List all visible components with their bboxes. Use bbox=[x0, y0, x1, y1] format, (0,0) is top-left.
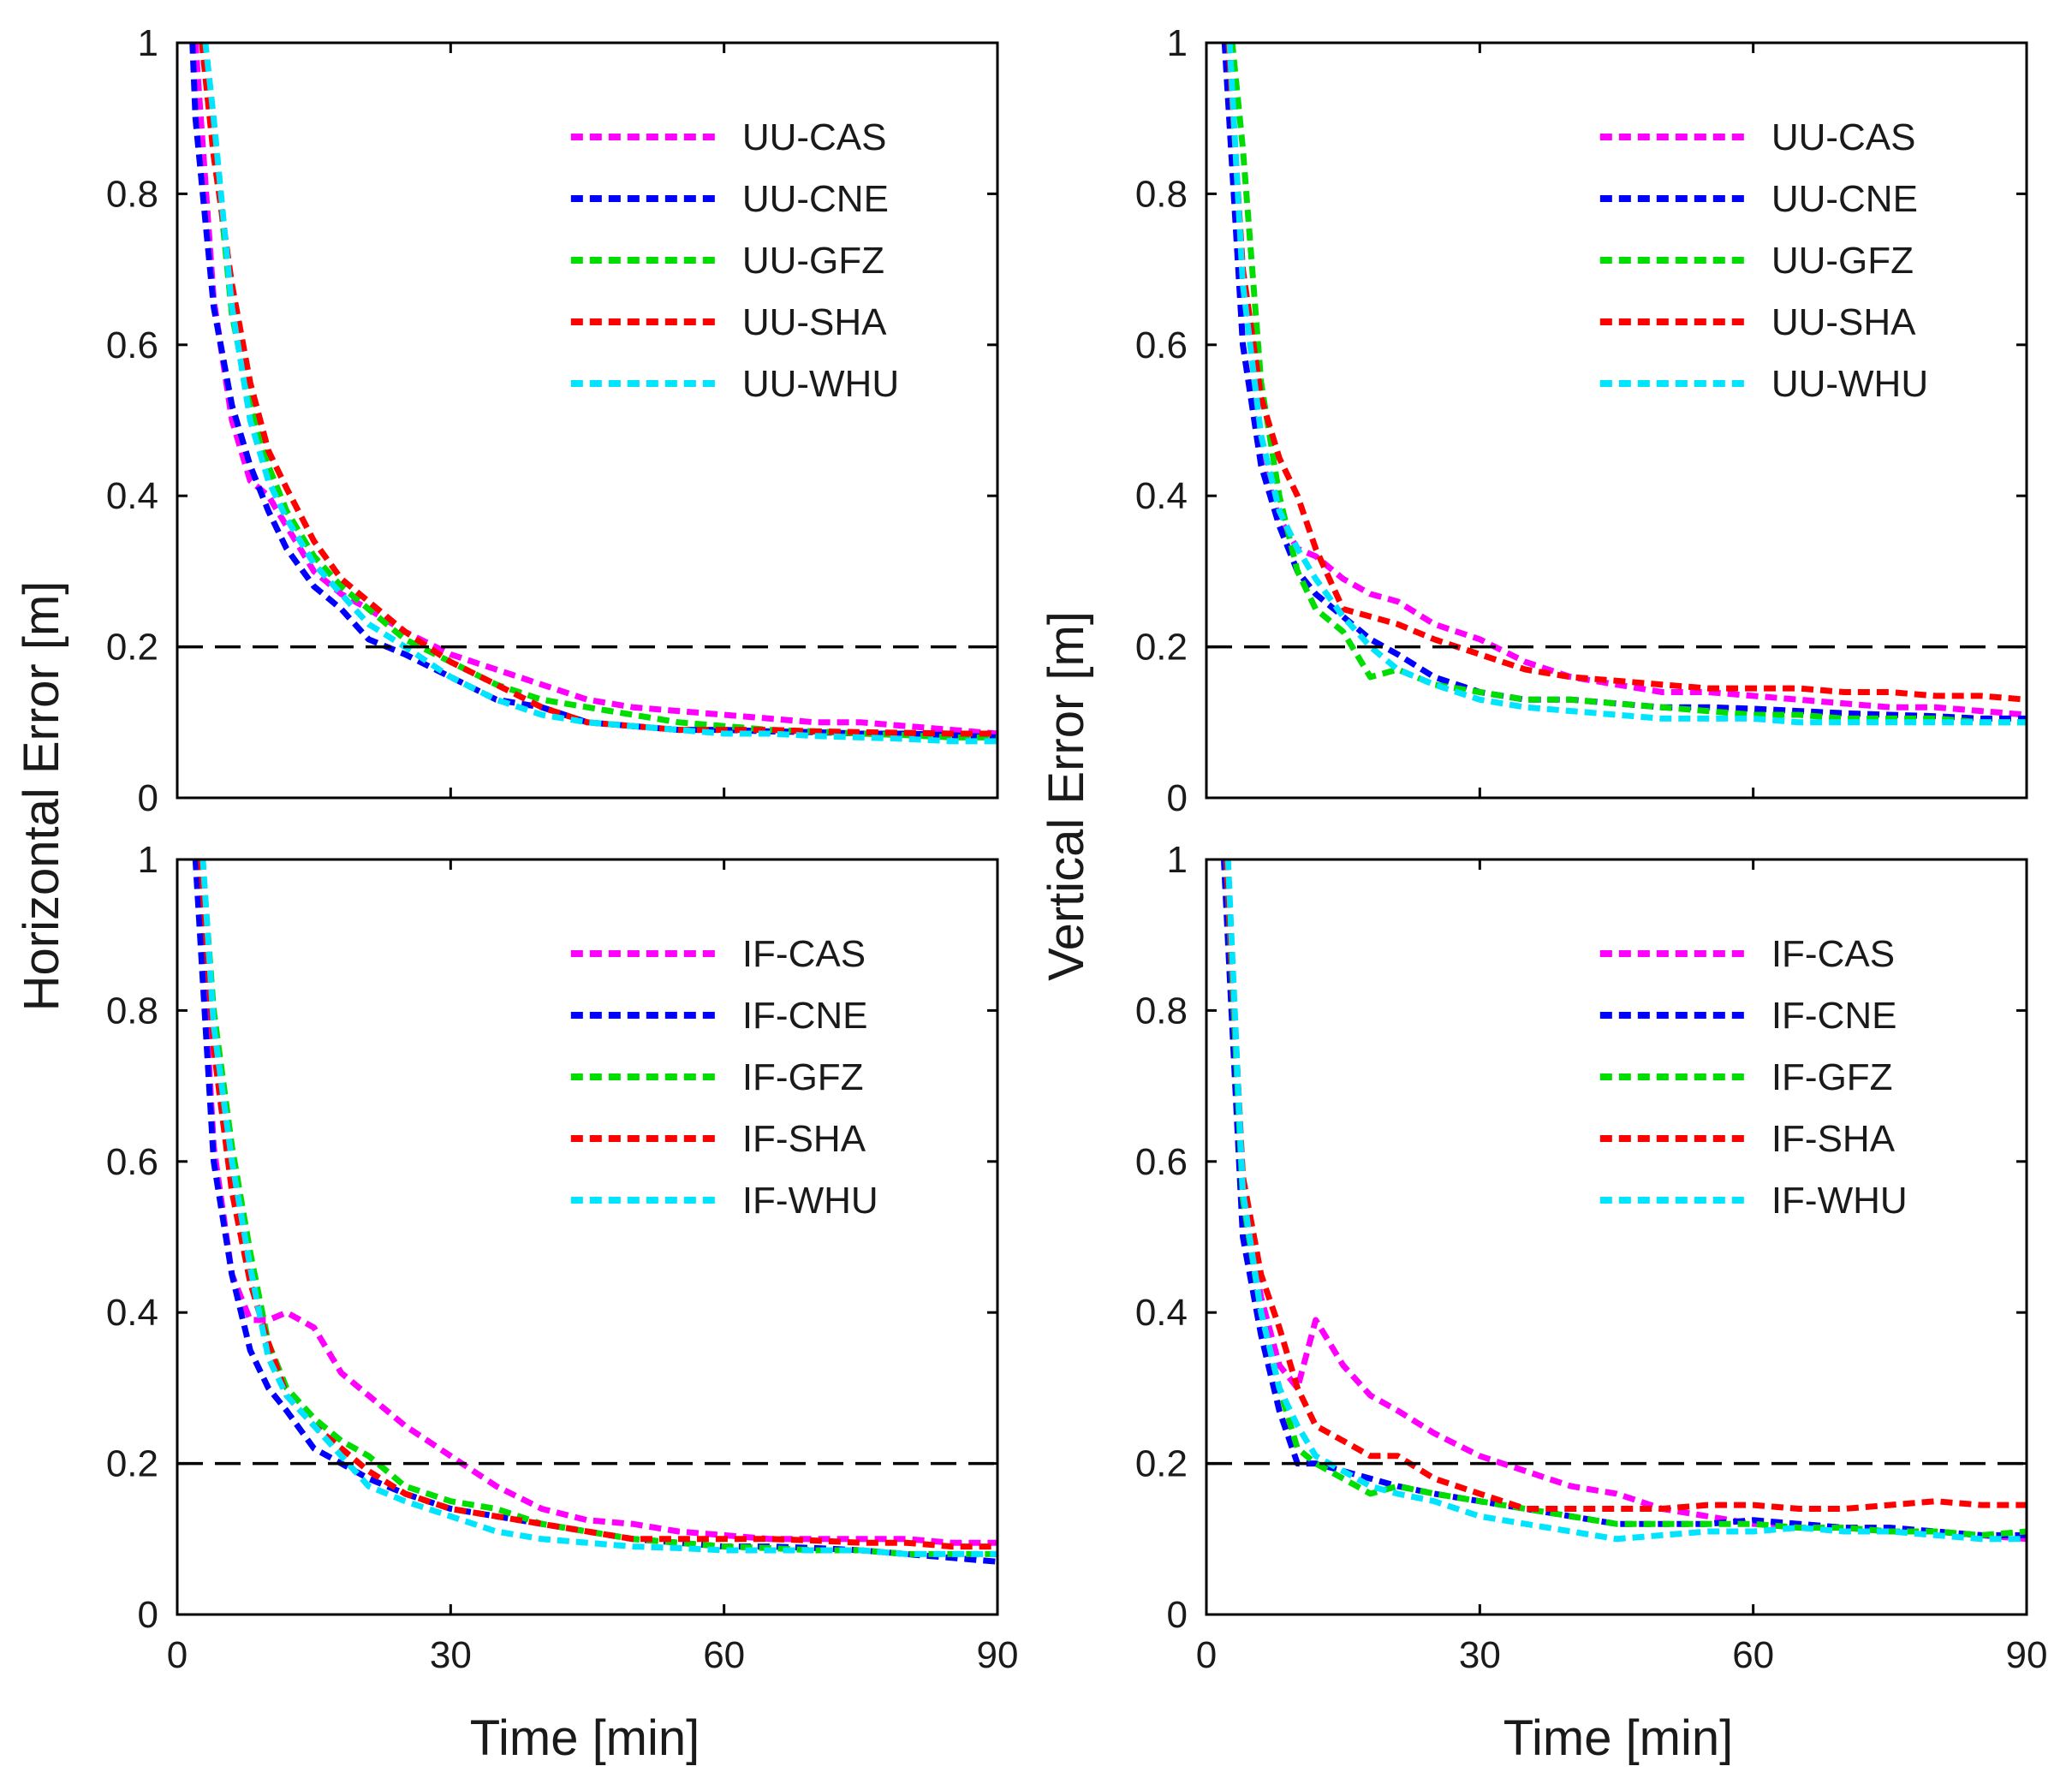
legend-label-if-sha: IF-SHA bbox=[1771, 1118, 1896, 1160]
series-line-if-whu bbox=[1224, 859, 2027, 1543]
panel-bottom-right: 00.20.40.60.810 30 60 90IF-CASIF-CNEIF-GFZI… bbox=[1135, 839, 2048, 1676]
y-tick-label: 1 bbox=[138, 839, 158, 881]
legend-label-uu-gfz: UU-GFZ bbox=[1771, 240, 1914, 282]
y-tick-label: 0.8 bbox=[106, 990, 158, 1032]
legend-label-if-gfz: IF-GFZ bbox=[742, 1056, 864, 1098]
x-tick-label: 60 bbox=[1732, 1634, 1774, 1676]
y-tick-label: 0.8 bbox=[106, 173, 158, 215]
x-tick-label: 30 bbox=[430, 1634, 472, 1676]
y-tick-label: 0 bbox=[138, 777, 158, 819]
y-tick-label: 0 bbox=[1167, 1594, 1188, 1636]
x-tick-label: 0 bbox=[1196, 1634, 1217, 1676]
series-line-uu-cas bbox=[192, 43, 997, 737]
series-line-uu-gfz bbox=[1229, 43, 2027, 726]
y-tick-label: 0 bbox=[1167, 777, 1188, 819]
legend-label-uu-cas: UU-CAS bbox=[742, 116, 887, 158]
panel-top-right: 00.20.40.60.81UU-CASUU-CNEUU-GFZUU-SHAUU… bbox=[1135, 22, 2028, 819]
series-group bbox=[192, 859, 997, 1565]
y-tick-label: 0.4 bbox=[1135, 475, 1188, 517]
y-tick-label: 0.4 bbox=[106, 475, 158, 517]
x-tick-label: 30 bbox=[1459, 1634, 1501, 1676]
legend: UU-CAS UU-CNE UU-GFZ UU-SHA UU-WHU bbox=[570, 116, 899, 405]
x-tick-label: 90 bbox=[977, 1634, 1019, 1676]
series-line-if-whu bbox=[199, 859, 997, 1557]
y-tick-label: 0.6 bbox=[1135, 1141, 1188, 1183]
legend: IF-CAS IF-CNE IF-GFZ IF-SHA IF-WHU bbox=[570, 933, 878, 1222]
y-tick-label: 0.8 bbox=[1135, 173, 1188, 215]
y-tick-label: 0.4 bbox=[1135, 1292, 1188, 1334]
legend-label-uu-cne: UU-CNE bbox=[742, 178, 889, 220]
legend-label-if-whu: IF-WHU bbox=[1771, 1180, 1908, 1222]
x-tick-label: 0 bbox=[167, 1634, 188, 1676]
x-axis-label-right: Time [min] bbox=[1503, 1710, 1734, 1766]
legend-label-if-cas: IF-CAS bbox=[742, 933, 866, 975]
panels: 00.20.40.60.81UU-CASUU-CNEUU-GFZUU-SHAUU… bbox=[106, 22, 2048, 1676]
axes-box bbox=[176, 858, 999, 1616]
y-tick-label: 0.8 bbox=[1135, 990, 1188, 1032]
legend-label-if-cne: IF-CNE bbox=[1771, 995, 1897, 1037]
plot-area bbox=[1206, 43, 2027, 798]
axes-box bbox=[1205, 41, 2028, 800]
series-group bbox=[1220, 859, 2027, 1543]
series-line-if-sha bbox=[1224, 859, 2027, 1512]
series-line-uu-sha bbox=[199, 43, 997, 737]
x-tick-label: 60 bbox=[703, 1634, 745, 1676]
plot-area bbox=[177, 859, 997, 1615]
x-axis-label-left: Time [min] bbox=[470, 1710, 700, 1766]
legend-label-if-sha: IF-SHA bbox=[742, 1118, 866, 1160]
legend-label-uu-cas: UU-CAS bbox=[1771, 116, 1916, 158]
y-tick-label: 0.6 bbox=[106, 1141, 158, 1183]
legend: IF-CAS IF-CNE IF-GFZ IF-SHA IF-WHU bbox=[1599, 933, 1908, 1222]
axes-box bbox=[176, 41, 999, 800]
legend-label-if-whu: IF-WHU bbox=[742, 1180, 878, 1222]
axes-box bbox=[1205, 858, 2028, 1616]
legend-label-uu-gfz: UU-GFZ bbox=[742, 240, 884, 282]
legend-label-if-gfz: IF-GFZ bbox=[1771, 1056, 1893, 1098]
y-tick-label: 0.2 bbox=[106, 1443, 158, 1485]
y-tick-label: 1 bbox=[1167, 839, 1188, 881]
y-axis-label-vertical: Vertical Error [m] bbox=[1039, 611, 1094, 981]
plot-area bbox=[177, 43, 997, 798]
y-tick-label: 0.2 bbox=[106, 627, 158, 669]
legend-label-uu-cne: UU-CNE bbox=[1771, 178, 1918, 220]
legend-label-uu-sha: UU-SHA bbox=[1771, 301, 1916, 343]
series-line-if-sha bbox=[197, 859, 997, 1550]
series-line-if-gfz bbox=[1223, 859, 2027, 1538]
panel-top-left: 00.20.40.60.81UU-CASUU-CNEUU-GFZUU-SHAUU… bbox=[106, 22, 999, 819]
legend-label-if-cne: IF-CNE bbox=[742, 995, 868, 1037]
series-line-uu-whu bbox=[202, 43, 997, 745]
legend: UU-CAS UU-CNE UU-GFZ UU-SHA UU-WHU bbox=[1599, 116, 1928, 405]
series-line-uu-whu bbox=[1226, 43, 2027, 726]
y-tick-label: 0.2 bbox=[1135, 1443, 1188, 1485]
y-axis-label-horizontal: Horizontal Error [m] bbox=[14, 581, 69, 1012]
legend-label-uu-whu: UU-WHU bbox=[1771, 363, 1928, 405]
x-tick-label: 90 bbox=[2006, 1634, 2048, 1676]
legend-label-uu-whu: UU-WHU bbox=[742, 363, 899, 405]
series-group bbox=[189, 43, 997, 745]
legend-label-if-cas: IF-CAS bbox=[1771, 933, 1895, 975]
series-line-uu-sha bbox=[1225, 43, 2027, 703]
y-tick-label: 0 bbox=[138, 1594, 158, 1636]
series-group bbox=[1221, 43, 2027, 726]
series-line-if-cas bbox=[194, 859, 997, 1546]
y-tick-label: 1 bbox=[1167, 22, 1188, 64]
y-tick-label: 1 bbox=[138, 22, 158, 64]
y-tick-label: 0.6 bbox=[1135, 324, 1188, 366]
y-tick-label: 0.2 bbox=[1135, 627, 1188, 669]
plot-area bbox=[1206, 859, 2027, 1615]
legend-label-uu-sha: UU-SHA bbox=[742, 301, 887, 343]
panel-bottom-left: 00.20.40.60.810 30 60 90IF-CASIF-CNEIF-GFZI… bbox=[106, 839, 1019, 1676]
y-tick-label: 0.6 bbox=[106, 324, 158, 366]
y-tick-label: 0.4 bbox=[106, 1292, 158, 1334]
